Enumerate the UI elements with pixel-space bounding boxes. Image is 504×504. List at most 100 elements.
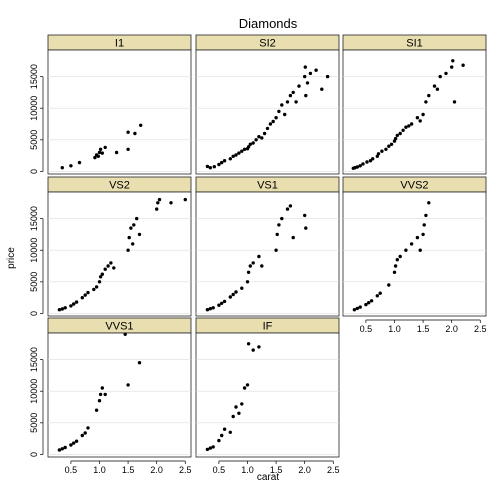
- data-point: [395, 258, 399, 262]
- data-point: [242, 386, 247, 390]
- data-point: [422, 223, 426, 227]
- data-point: [424, 213, 428, 218]
- x-tick-label: 0.5: [360, 324, 373, 334]
- x-tick-label: 1.0: [388, 324, 401, 334]
- y-tick-label: 5000: [29, 272, 39, 292]
- data-point: [240, 402, 244, 406]
- data-point: [283, 112, 287, 117]
- data-point: [415, 235, 420, 240]
- data-point: [393, 136, 398, 141]
- data-point: [432, 84, 437, 88]
- data-point: [231, 414, 235, 419]
- data-point: [126, 383, 130, 387]
- data-point: [308, 71, 313, 76]
- data-point: [246, 145, 251, 149]
- facet-panel-i1: I1: [47, 34, 192, 175]
- data-point: [285, 207, 290, 211]
- data-point: [260, 136, 264, 140]
- data-point: [123, 332, 127, 336]
- facet-panels: I1 SI2 SI1 VS2 VS1 VVS2 VVS1 IF: [47, 34, 487, 458]
- data-point: [183, 197, 187, 202]
- data-point: [234, 153, 238, 157]
- plot-area-si1: [342, 49, 487, 175]
- data-point: [257, 135, 261, 139]
- data-point: [389, 142, 394, 146]
- facet-panel-vvs2: VVS2: [342, 176, 487, 317]
- data-point: [96, 154, 101, 158]
- y-tick-label: 15000: [29, 347, 39, 372]
- data-point: [93, 155, 97, 160]
- data-point: [378, 291, 382, 295]
- data-point: [100, 386, 105, 390]
- data-point: [280, 216, 284, 221]
- data-point: [427, 201, 431, 205]
- x-tick-label: 0.5: [65, 465, 78, 475]
- data-point: [212, 165, 216, 169]
- data-point: [387, 283, 391, 287]
- data-point: [368, 159, 373, 163]
- data-point: [94, 408, 99, 412]
- data-point: [72, 441, 76, 445]
- y-tick-label: 0: [29, 169, 39, 174]
- data-point: [404, 125, 408, 129]
- data-point: [80, 433, 85, 438]
- data-point: [127, 235, 131, 240]
- data-point: [450, 65, 454, 69]
- data-point: [98, 392, 103, 397]
- data-point: [69, 443, 73, 447]
- data-point: [387, 144, 391, 148]
- data-point: [285, 100, 290, 104]
- data-point: [131, 242, 135, 246]
- facet-label-vs2: VS2: [109, 180, 130, 192]
- data-point: [112, 266, 116, 270]
- data-point: [376, 152, 381, 156]
- data-point: [320, 87, 324, 91]
- x-tick-label: 1.0: [93, 465, 106, 475]
- data-point: [169, 201, 173, 205]
- data-point: [294, 100, 298, 104]
- data-point: [97, 280, 102, 284]
- data-point: [245, 280, 250, 284]
- x-tick-label: 2.0: [298, 465, 311, 475]
- facet-panel-vs1: VS1: [195, 176, 340, 317]
- data-point: [277, 109, 281, 114]
- data-point: [257, 345, 261, 349]
- data-point: [452, 100, 457, 104]
- data-point: [69, 304, 73, 308]
- data-point: [228, 430, 232, 434]
- data-point: [72, 302, 76, 306]
- data-point: [444, 71, 448, 76]
- data-point: [86, 290, 90, 295]
- data-point: [220, 160, 224, 165]
- data-point: [234, 290, 238, 294]
- data-point: [133, 131, 137, 136]
- data-point: [208, 446, 212, 450]
- data-point: [392, 270, 397, 274]
- y-axis-title: price: [6, 247, 17, 269]
- facet-label-i1: I1: [115, 38, 124, 50]
- data-point: [361, 162, 365, 166]
- data-point: [60, 447, 64, 451]
- data-point: [126, 248, 130, 252]
- data-point: [137, 232, 142, 237]
- x-tick-label: 2.5: [327, 465, 340, 475]
- facet-panel-if: IF: [195, 317, 340, 458]
- facet-label-if: IF: [263, 321, 273, 333]
- data-point: [355, 165, 359, 169]
- x-axis-title: carat: [257, 472, 279, 483]
- data-point: [97, 399, 102, 403]
- y-tick-label: 15000: [29, 206, 39, 231]
- data-point: [288, 93, 293, 98]
- data-point: [248, 264, 252, 268]
- data-point: [395, 133, 399, 138]
- data-point: [424, 100, 428, 104]
- data-point: [139, 123, 143, 128]
- data-point: [60, 166, 64, 170]
- plot-area-vs1: [195, 191, 340, 317]
- data-point: [291, 235, 295, 240]
- data-point: [375, 294, 379, 298]
- data-point: [245, 383, 250, 387]
- data-point: [398, 131, 402, 136]
- data-point: [240, 149, 244, 153]
